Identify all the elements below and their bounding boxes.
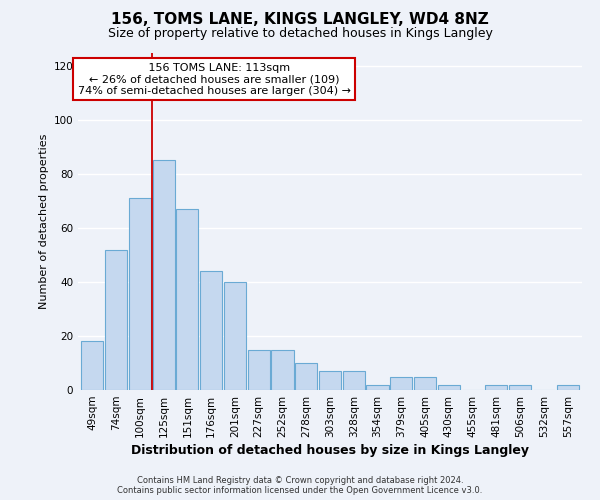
Y-axis label: Number of detached properties: Number of detached properties (39, 134, 49, 309)
Bar (485, 384, 508, 390)
Bar (200, 271, 222, 390)
Bar (319, 371, 341, 390)
Bar (248, 350, 270, 390)
X-axis label: Distribution of detached houses by size in Kings Langley: Distribution of detached houses by size … (131, 444, 529, 457)
Bar (343, 371, 365, 390)
Text: Size of property relative to detached houses in Kings Langley: Size of property relative to detached ho… (107, 28, 493, 40)
Bar (557, 384, 579, 390)
Bar (81, 342, 103, 390)
Text: 156, TOMS LANE, KINGS LANGLEY, WD4 8NZ: 156, TOMS LANE, KINGS LANGLEY, WD4 8NZ (111, 12, 489, 28)
Bar (295, 363, 317, 390)
Bar (176, 209, 199, 390)
Bar (509, 384, 531, 390)
Bar (367, 384, 389, 390)
Bar (152, 160, 175, 390)
Bar (438, 384, 460, 390)
Bar (390, 376, 412, 390)
Bar (129, 198, 151, 390)
Bar (224, 282, 246, 390)
Text: Contains HM Land Registry data © Crown copyright and database right 2024.
Contai: Contains HM Land Registry data © Crown c… (118, 476, 482, 495)
Text: 156 TOMS LANE: 113sqm
← 26% of detached houses are smaller (109)
74% of semi-det: 156 TOMS LANE: 113sqm ← 26% of detached … (77, 62, 350, 96)
Bar (414, 376, 436, 390)
Bar (271, 350, 293, 390)
Bar (105, 250, 127, 390)
